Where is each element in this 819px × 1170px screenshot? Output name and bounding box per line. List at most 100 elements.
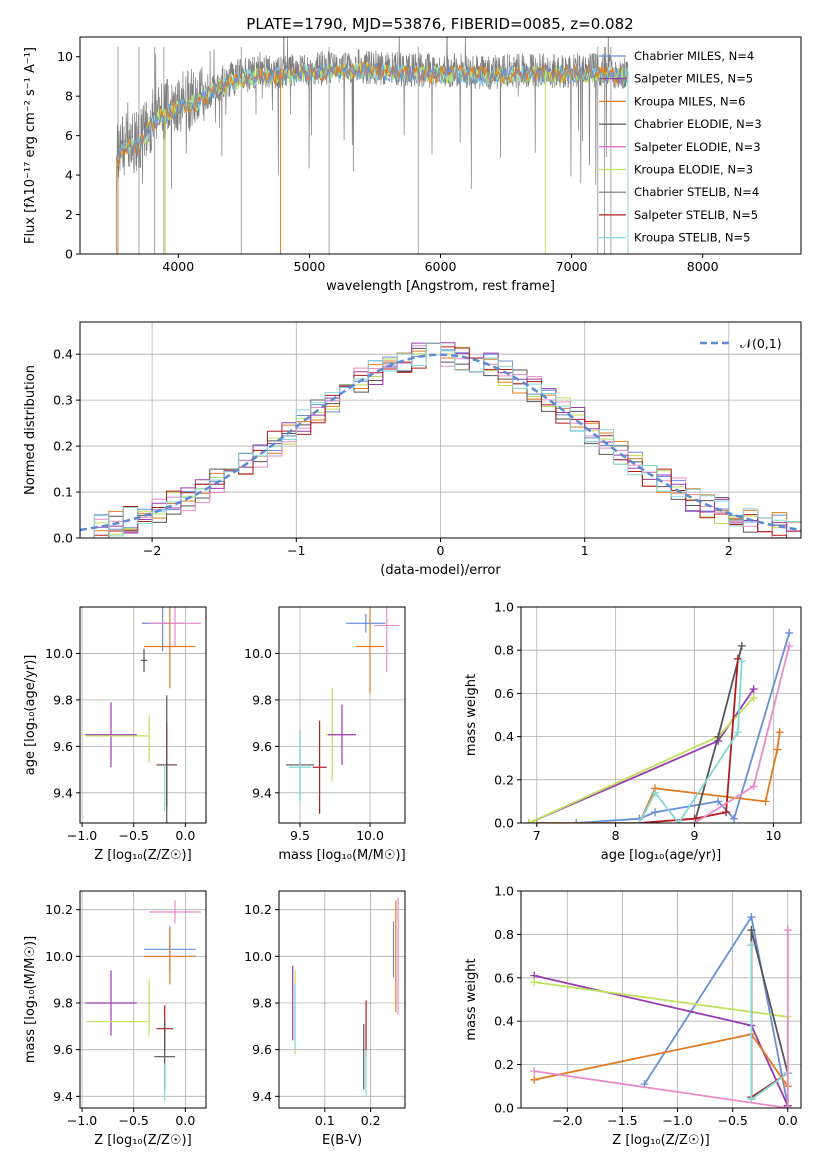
weight-series: [536, 732, 781, 823]
x-axis-label: (data-model)/error: [380, 563, 501, 578]
x-tick-label: 0: [437, 543, 445, 558]
axes-frame: [79, 890, 207, 1109]
x-tick-label: 6000: [425, 259, 457, 274]
panel-mass-vs-Z: −1.0 −0.5 0.0 9.4 9.6 9.8 10.0 10.2 Z [log₁₀(Z/Z…: [23, 890, 207, 1148]
weight-marker: [775, 728, 784, 737]
x-tick-label: −1.0: [67, 828, 97, 843]
y-tick-label: 9.8: [252, 692, 272, 707]
panel-age-vs-mass: 9.5 10.0 9.4 9.6 9.8 10.0 mass [log₁₀(M/M☉)]: [244, 606, 406, 863]
x-tick-label: −1.0: [67, 1113, 97, 1128]
axes-frame: [79, 606, 207, 824]
x-axis-label: E(B-V): [322, 1133, 362, 1148]
panel-massweight-vs-Z: −2.0 −1.5 −1.0 −0.5 0.0 0.0 0.2 0.4 0.6 0.8 1.0 Z […: [464, 884, 802, 1148]
weight-marker: [572, 819, 581, 823]
y-axis-label: mass weight: [464, 674, 479, 756]
y-axis-label: Flux [fλ10⁻¹⁷ erg cm⁻² s⁻¹ A⁻¹]: [23, 47, 38, 244]
weight-marker: [747, 913, 756, 922]
y-tick-label: 9.4: [53, 785, 73, 800]
x-axis-label: age [log₁₀(age/yr)]: [601, 848, 722, 863]
y-tick-label: 9.6: [252, 1042, 272, 1057]
y-tick-label: 10.2: [244, 902, 272, 917]
y-tick-label: 0.8: [494, 643, 514, 658]
plot-area: [116, 37, 629, 254]
legend-label: Kroupa MILES, N=6: [634, 94, 746, 108]
y-tick-label: 10.0: [244, 949, 272, 964]
x-axis-label: Z [log₁₀(Z/Z☉)]: [94, 1133, 191, 1148]
y-tick-label: 9.6: [53, 739, 73, 754]
plot-area: [85, 900, 201, 1101]
weight-marker: [714, 797, 723, 806]
x-tick-label: 7: [533, 828, 541, 843]
y-tick-label: 0.6: [494, 686, 514, 701]
weight-series: [643, 914, 789, 1106]
weight-marker: [733, 728, 742, 737]
weight-marker: [737, 641, 746, 650]
plot-area: [524, 628, 794, 823]
weight-marker: [651, 788, 660, 797]
y-tick-label: 0.0: [494, 816, 514, 831]
weight-series: [534, 930, 789, 1108]
y-tick-label: 0.2: [494, 1057, 514, 1072]
plot-area: [286, 607, 400, 814]
weight-marker: [783, 926, 792, 935]
legend-label: Chabrier STELIB, N=4: [634, 185, 759, 199]
plot-area: [80, 342, 801, 538]
x-tick-label: 2: [725, 543, 733, 558]
model-line: [116, 62, 628, 169]
x-axis-label: Z [log₁₀(Z/Z☉)]: [94, 848, 191, 863]
legend-label: 𝒩(0,1): [740, 336, 782, 351]
weight-marker: [737, 657, 746, 665]
x-tick-label: −0.5: [119, 828, 149, 843]
weight-marker: [785, 641, 794, 650]
y-tick-label: 9.8: [53, 996, 73, 1011]
weight-marker: [674, 819, 683, 823]
y-tick-label: 0.2: [494, 772, 514, 787]
plot-area: [85, 607, 201, 823]
weight-marker: [749, 782, 758, 791]
weight-marker: [747, 941, 756, 950]
x-tick-label: 0.0: [778, 1113, 798, 1128]
weight-marker: [749, 685, 758, 694]
weight-series: [638, 660, 743, 823]
x-tick-label: 10.0: [356, 828, 384, 843]
legend-label: Chabrier MILES, N=4: [634, 49, 754, 63]
figure-title: PLATE=1790, MJD=53876, FIBERID=0085, z=0…: [246, 15, 633, 33]
x-axis-label: mass [log₁₀(M/M☉)]: [278, 848, 405, 863]
x-tick-label: −0.5: [119, 1113, 149, 1128]
weight-marker: [690, 819, 699, 823]
y-tick-label: 0.3: [53, 393, 73, 408]
axes-frame: [278, 890, 406, 1109]
y-tick-label: 0.0: [494, 1101, 514, 1116]
x-tick-label: 9.5: [290, 828, 310, 843]
y-tick-label: 0.8: [494, 927, 514, 942]
weight-marker: [524, 819, 533, 823]
y-tick-label: 0.0: [53, 531, 73, 546]
x-tick-label: 8: [612, 828, 620, 843]
weight-marker: [785, 628, 794, 637]
panel-spectrum: Chabrier MILES, N=4 Salpeter MILES, N=5 Kr…: [23, 36, 802, 294]
y-tick-label: 4: [65, 168, 73, 183]
weight-marker: [530, 978, 539, 987]
weight-marker: [530, 1067, 539, 1076]
weight-series: [534, 1033, 789, 1087]
y-tick-label: 10.0: [244, 646, 272, 661]
weight-marker: [749, 693, 758, 702]
weight-marker: [530, 1075, 539, 1084]
weight-marker: [635, 819, 644, 823]
weight-marker: [722, 808, 731, 817]
y-tick-label: 9.8: [252, 996, 272, 1011]
x-tick-label: 7000: [556, 259, 588, 274]
weight-marker: [761, 797, 770, 806]
y-tick-label: 9.6: [53, 1042, 73, 1057]
x-tick-label: 8000: [687, 259, 719, 274]
y-tick-label: 9.4: [252, 1089, 272, 1104]
x-tick-label: −1.5: [607, 1113, 637, 1128]
y-tick-label: 0.1: [53, 485, 73, 500]
axes-frame: [520, 606, 802, 824]
y-tick-label: 1.0: [494, 884, 514, 899]
legend-label: Salpeter STELIB, N=5: [634, 208, 758, 222]
y-tick-label: 0.4: [53, 347, 73, 362]
x-tick-label: 0.0: [175, 828, 195, 843]
y-tick-label: 9.4: [252, 785, 272, 800]
